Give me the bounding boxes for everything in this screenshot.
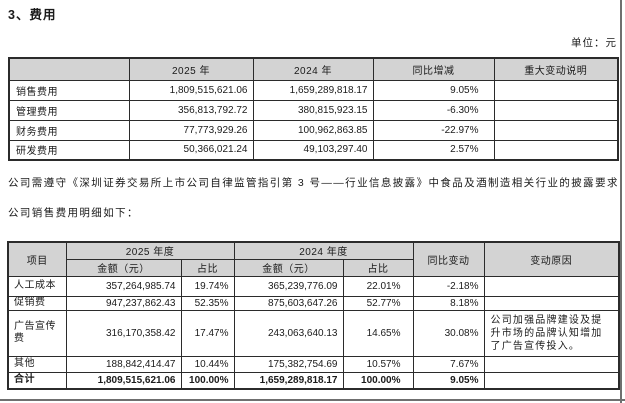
section-title: 3、费用 [8,8,57,22]
amount-2024-cell: 365,239,776.09 [233,275,344,297]
table-row: 销售费用 1,809,515,621.06 1,659,289,818.17 9… [8,79,619,101]
item-cell: 促销费 [7,295,67,311]
change-cell: 9.05% [372,79,495,101]
table-row: 人工成本 357,264,985.74 19.74% 365,239,776.0… [7,275,620,297]
change-cell: -22.97% [372,119,495,141]
unit-label: 单位：元 [571,37,617,49]
amount-2024-cell: 49,103,297.40 [252,139,374,161]
amount-2025-cell: 316,170,358.42 [65,309,182,357]
expense-label-cell: 管理费用 [8,99,130,121]
expense-label-cell: 销售费用 [8,79,130,101]
yoy-cell: 30.08% [412,309,485,357]
header-2025: 2025 年 [128,57,254,81]
selling-expense-detail-table: 项目 2025 年度 2024 年度 同比变动 变动原因 金额（元） 占比 金额… [7,241,620,390]
disclosure-paragraph: 公司需遵守《深圳证券交易所上市公司自律监管指引第 3 号——行业信息披露》中食品… [8,177,619,189]
ratio-2024-cell: 52.77% [342,295,414,311]
expense-label-cell: 研发费用 [8,139,130,161]
ratio-2024-cell: 10.57% [342,355,414,373]
table-row: 研发费用 50,366,021.24 49,103,297.40 2.57% [8,139,619,161]
expense-label-cell: 财务费用 [8,119,130,141]
amount-2024-cell: 175,382,754.69 [233,355,344,373]
amount-2025-cell: 77,773,929.26 [128,119,254,141]
expense-summary-table: 2025 年 2024 年 同比增减 重大变动说明 销售费用 1,809,515… [8,57,619,161]
yoy-cell: 9.05% [412,371,485,390]
table-row: 财务费用 77,773,929.26 100,962,863.85 -22.97… [8,119,619,141]
table-row: 广告宣传费 316,170,358.42 17.47% 243,063,640.… [7,309,620,357]
amount-2024-cell: 243,063,640.13 [233,309,344,357]
ratio-2025-cell: 19.74% [180,275,235,297]
note-cell [493,139,619,161]
ratio-2025-cell: 52.35% [180,295,235,311]
header-amount-2025: 金额（元） [65,258,182,277]
ratio-2025-cell: 100.00% [180,371,235,390]
yoy-cell: 7.67% [412,355,485,373]
header-yoy-change: 同比增减 [372,57,495,81]
note-cell [493,99,619,121]
amount-2025-cell: 188,842,414.47 [65,355,182,373]
amount-2025-cell: 947,237,862.43 [65,295,182,311]
reason-cell [483,275,620,297]
ratio-2024-cell: 100.00% [342,371,414,390]
header-2025-group: 2025 年度 [65,241,235,260]
yoy-cell: -2.18% [412,275,485,297]
header-major-change-note: 重大变动说明 [493,57,619,81]
table-row: 其他 188,842,414.47 10.44% 175,382,754.69 … [7,355,620,373]
header-item: 项目 [7,241,67,277]
total-row: 合计 1,809,515,621.06 100.00% 1,659,289,81… [7,371,620,390]
change-cell: 2.57% [372,139,495,161]
item-cell: 合计 [7,371,67,390]
table-header-row: 项目 2025 年度 2024 年度 同比变动 变动原因 [7,241,620,277]
table-header-row: 2025 年 2024 年 同比增减 重大变动说明 [8,57,619,81]
page-right-border [620,0,622,403]
yoy-cell: 8.18% [412,295,485,311]
change-cell: -6.30% [372,99,495,121]
header-yoy-change: 同比变动 [412,241,485,277]
amount-2025-cell: 356,813,792.72 [128,99,254,121]
amount-2025-cell: 1,809,515,621.06 [128,79,254,101]
note-cell [493,79,619,101]
item-cell: 其他 [7,355,67,373]
page-bottom-border [0,399,625,401]
amount-2024-cell: 100,962,863.85 [252,119,374,141]
reason-cell [483,355,620,373]
header-2024-group: 2024 年度 [233,241,414,260]
amount-2024-cell: 380,815,923.15 [252,99,374,121]
amount-2025-cell: 50,366,021.24 [128,139,254,161]
note-cell [493,119,619,141]
ratio-2025-cell: 17.47% [180,309,235,357]
detail-intro-paragraph: 公司销售费用明细如下： [8,207,139,219]
table-row: 管理费用 356,813,792.72 380,815,923.15 -6.30… [8,99,619,121]
ratio-2024-cell: 14.65% [342,309,414,357]
header-change-reason: 变动原因 [483,241,620,277]
amount-2024-cell: 1,659,289,818.17 [252,79,374,101]
header-ratio-2025: 占比 [180,258,235,277]
header-amount-2024: 金额（元） [233,258,344,277]
amount-2025-cell: 1,809,515,621.06 [65,371,182,390]
item-cell: 广告宣传费 [7,309,67,357]
header-2024: 2024 年 [252,57,374,81]
header-ratio-2024: 占比 [342,258,414,277]
table-row: 促销费 947,237,862.43 52.35% 875,603,647.26… [7,295,620,311]
reason-cell [483,371,620,390]
corner-header-cell [8,57,130,81]
ratio-2025-cell: 10.44% [180,355,235,373]
amount-2025-cell: 357,264,985.74 [65,275,182,297]
ratio-2024-cell: 22.01% [342,275,414,297]
item-cell: 人工成本 [7,275,67,297]
reason-cell [483,295,620,311]
amount-2024-cell: 1,659,289,818.17 [233,371,344,390]
amount-2024-cell: 875,603,647.26 [233,295,344,311]
reason-cell: 公司加强品牌建设及提升市场的品牌认知增加了广告宣传投入。 [483,309,620,357]
